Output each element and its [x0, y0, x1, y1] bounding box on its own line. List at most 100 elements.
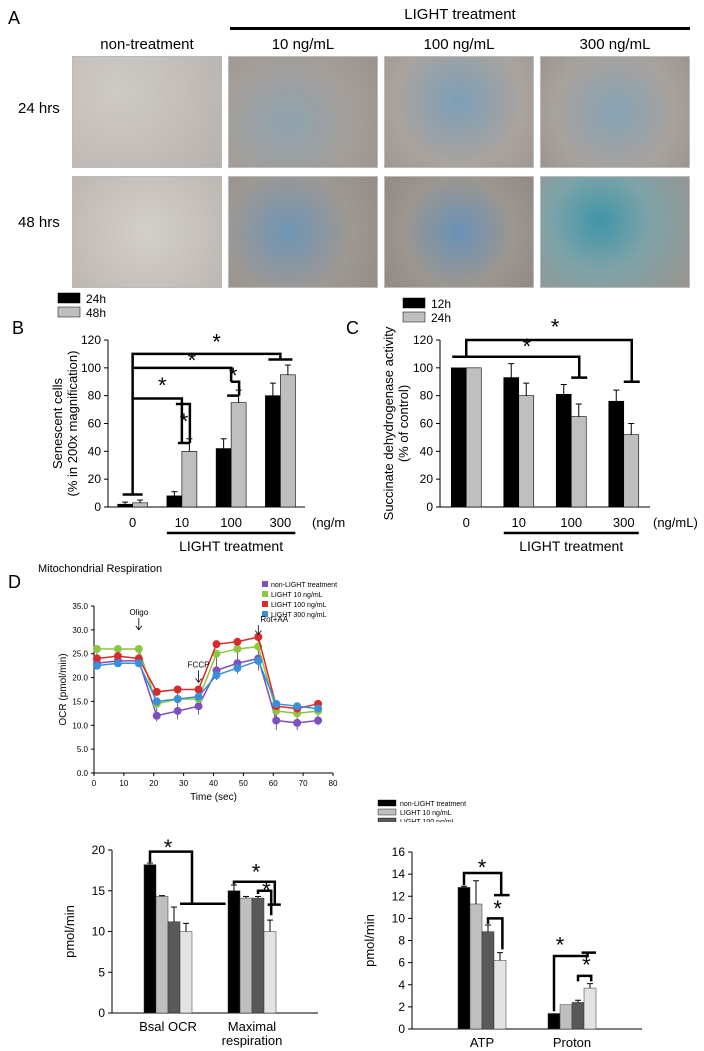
data-point — [113, 652, 122, 661]
significance-bracket — [552, 951, 596, 1012]
annotation-label: FCCP — [188, 660, 210, 669]
y-tick-label: 30.0 — [72, 626, 88, 635]
micrograph-48h-10 — [228, 176, 378, 288]
bar-legend-swatch — [377, 817, 397, 822]
y-tick-label: 0 — [398, 1022, 405, 1036]
bar — [503, 377, 520, 508]
data-point — [152, 697, 161, 706]
bar-legend-label: LIGHT 100 ng/mL — [400, 819, 456, 822]
y-tick-label: 10 — [92, 925, 106, 939]
x-tick-label: 10 — [175, 515, 189, 530]
y-tick-label: 0 — [426, 500, 433, 514]
x-tick-label: 0 — [92, 779, 97, 788]
significance-bracket — [466, 355, 588, 379]
legend-label: 24h — [86, 292, 106, 306]
data-point — [233, 637, 242, 646]
y-tick-label: 20 — [420, 472, 434, 486]
bar — [167, 921, 181, 1014]
y-tick-label: 15 — [92, 884, 106, 898]
micrograph-24h-100 — [384, 56, 534, 168]
panel-letter-d: D — [8, 572, 21, 592]
micrograph-48h-300 — [540, 176, 690, 288]
line-chart-title: Mitochondrial Respiration — [38, 563, 162, 575]
data-point — [92, 654, 101, 663]
x-group-label: LIGHT treatment — [519, 538, 623, 554]
significance-bracket — [227, 380, 241, 397]
significance-bracket — [122, 352, 293, 496]
y-tick-label: 100 — [413, 361, 433, 375]
bar — [132, 502, 148, 508]
x-tick-label: 100 — [220, 515, 242, 530]
significance-star: * — [158, 373, 167, 398]
legend-label: non-LIGHT treatment — [271, 582, 337, 589]
annotation-arrowhead — [195, 678, 202, 684]
y-tick-label: 80 — [420, 389, 434, 403]
data-point — [173, 695, 182, 704]
significance-star: * — [262, 877, 271, 902]
column-label-300: 300 ng/mL — [579, 36, 651, 53]
x-tick-label: 0 — [463, 515, 470, 530]
bar-legend-label: LIGHT 10 ng/mL — [400, 810, 452, 817]
x-tick-label: 70 — [299, 779, 308, 788]
x-tick-label: 60 — [269, 779, 278, 788]
y-tick-label: 35.0 — [72, 602, 88, 611]
bar — [179, 931, 193, 1014]
bar — [215, 448, 232, 508]
y-axis-label: Succinate dehydrogenase activity(% of co… — [381, 326, 411, 520]
legend-swatch — [262, 591, 268, 597]
significance-bracket — [462, 871, 510, 897]
data-point — [293, 702, 302, 711]
bar — [450, 367, 467, 508]
bar — [571, 1002, 585, 1030]
x-tick-label: Maximal respiration — [222, 1019, 283, 1048]
data-point — [92, 661, 101, 670]
legend-swatch — [402, 297, 426, 309]
x-tick-label: 30 — [179, 779, 188, 788]
x-tick-label: 100 — [560, 515, 582, 530]
y-tick-label: 15.0 — [72, 697, 88, 706]
data-point — [314, 704, 323, 713]
bar — [251, 897, 265, 1014]
chart-d-respiration: Mitochondrial Respiration 0.0 5.0 10.0 15.0 2… — [38, 563, 466, 822]
legend-swatch — [402, 311, 426, 323]
data-point — [113, 644, 122, 653]
legend-label: 24h — [431, 311, 451, 325]
y-axis-label: Senescent cells(% in 200x magnification) — [50, 351, 80, 497]
x-tick-label: 40 — [209, 779, 218, 788]
annotation-label: Oligo — [129, 608, 148, 617]
data-point — [233, 644, 242, 653]
legend-label: 48h — [86, 306, 106, 320]
micrograph-24h-300 — [540, 56, 690, 168]
bar — [230, 402, 247, 508]
bar-legend-swatch — [377, 808, 397, 816]
bar — [465, 367, 482, 508]
legend-swatch — [57, 292, 81, 304]
data-point — [194, 702, 203, 711]
data-point — [134, 644, 143, 653]
y-tick-label: 0 — [94, 500, 101, 514]
column-label-non-treatment: non-treatment — [100, 36, 194, 53]
bar — [155, 896, 169, 1014]
x-tick-label: ATPproduction — [452, 1035, 513, 1051]
bar — [143, 864, 157, 1014]
panel-letter-c: C — [346, 318, 359, 338]
data-point — [194, 685, 203, 694]
significance-bracket — [148, 850, 226, 906]
data-point — [152, 711, 161, 720]
light-treatment-header: LIGHT treatment — [404, 6, 516, 23]
bar-legend-swatch — [377, 799, 397, 807]
significance-star: * — [164, 835, 173, 860]
light-treatment-bar — [230, 27, 690, 30]
y-axis-label: pmol/min — [62, 905, 77, 958]
legend-label: LIGHT 300 ng/mL — [271, 612, 327, 619]
x-tick-label: 80 — [329, 779, 338, 788]
significance-star: * — [478, 855, 487, 880]
y-tick-label: 8 — [398, 934, 405, 948]
bar — [239, 897, 253, 1014]
significance-star: * — [551, 314, 560, 339]
annotation-arrowhead — [135, 625, 143, 631]
series-line — [96, 636, 319, 710]
y-tick-label: 4 — [398, 978, 405, 992]
row-label-48h: 48 hrs — [18, 214, 60, 231]
